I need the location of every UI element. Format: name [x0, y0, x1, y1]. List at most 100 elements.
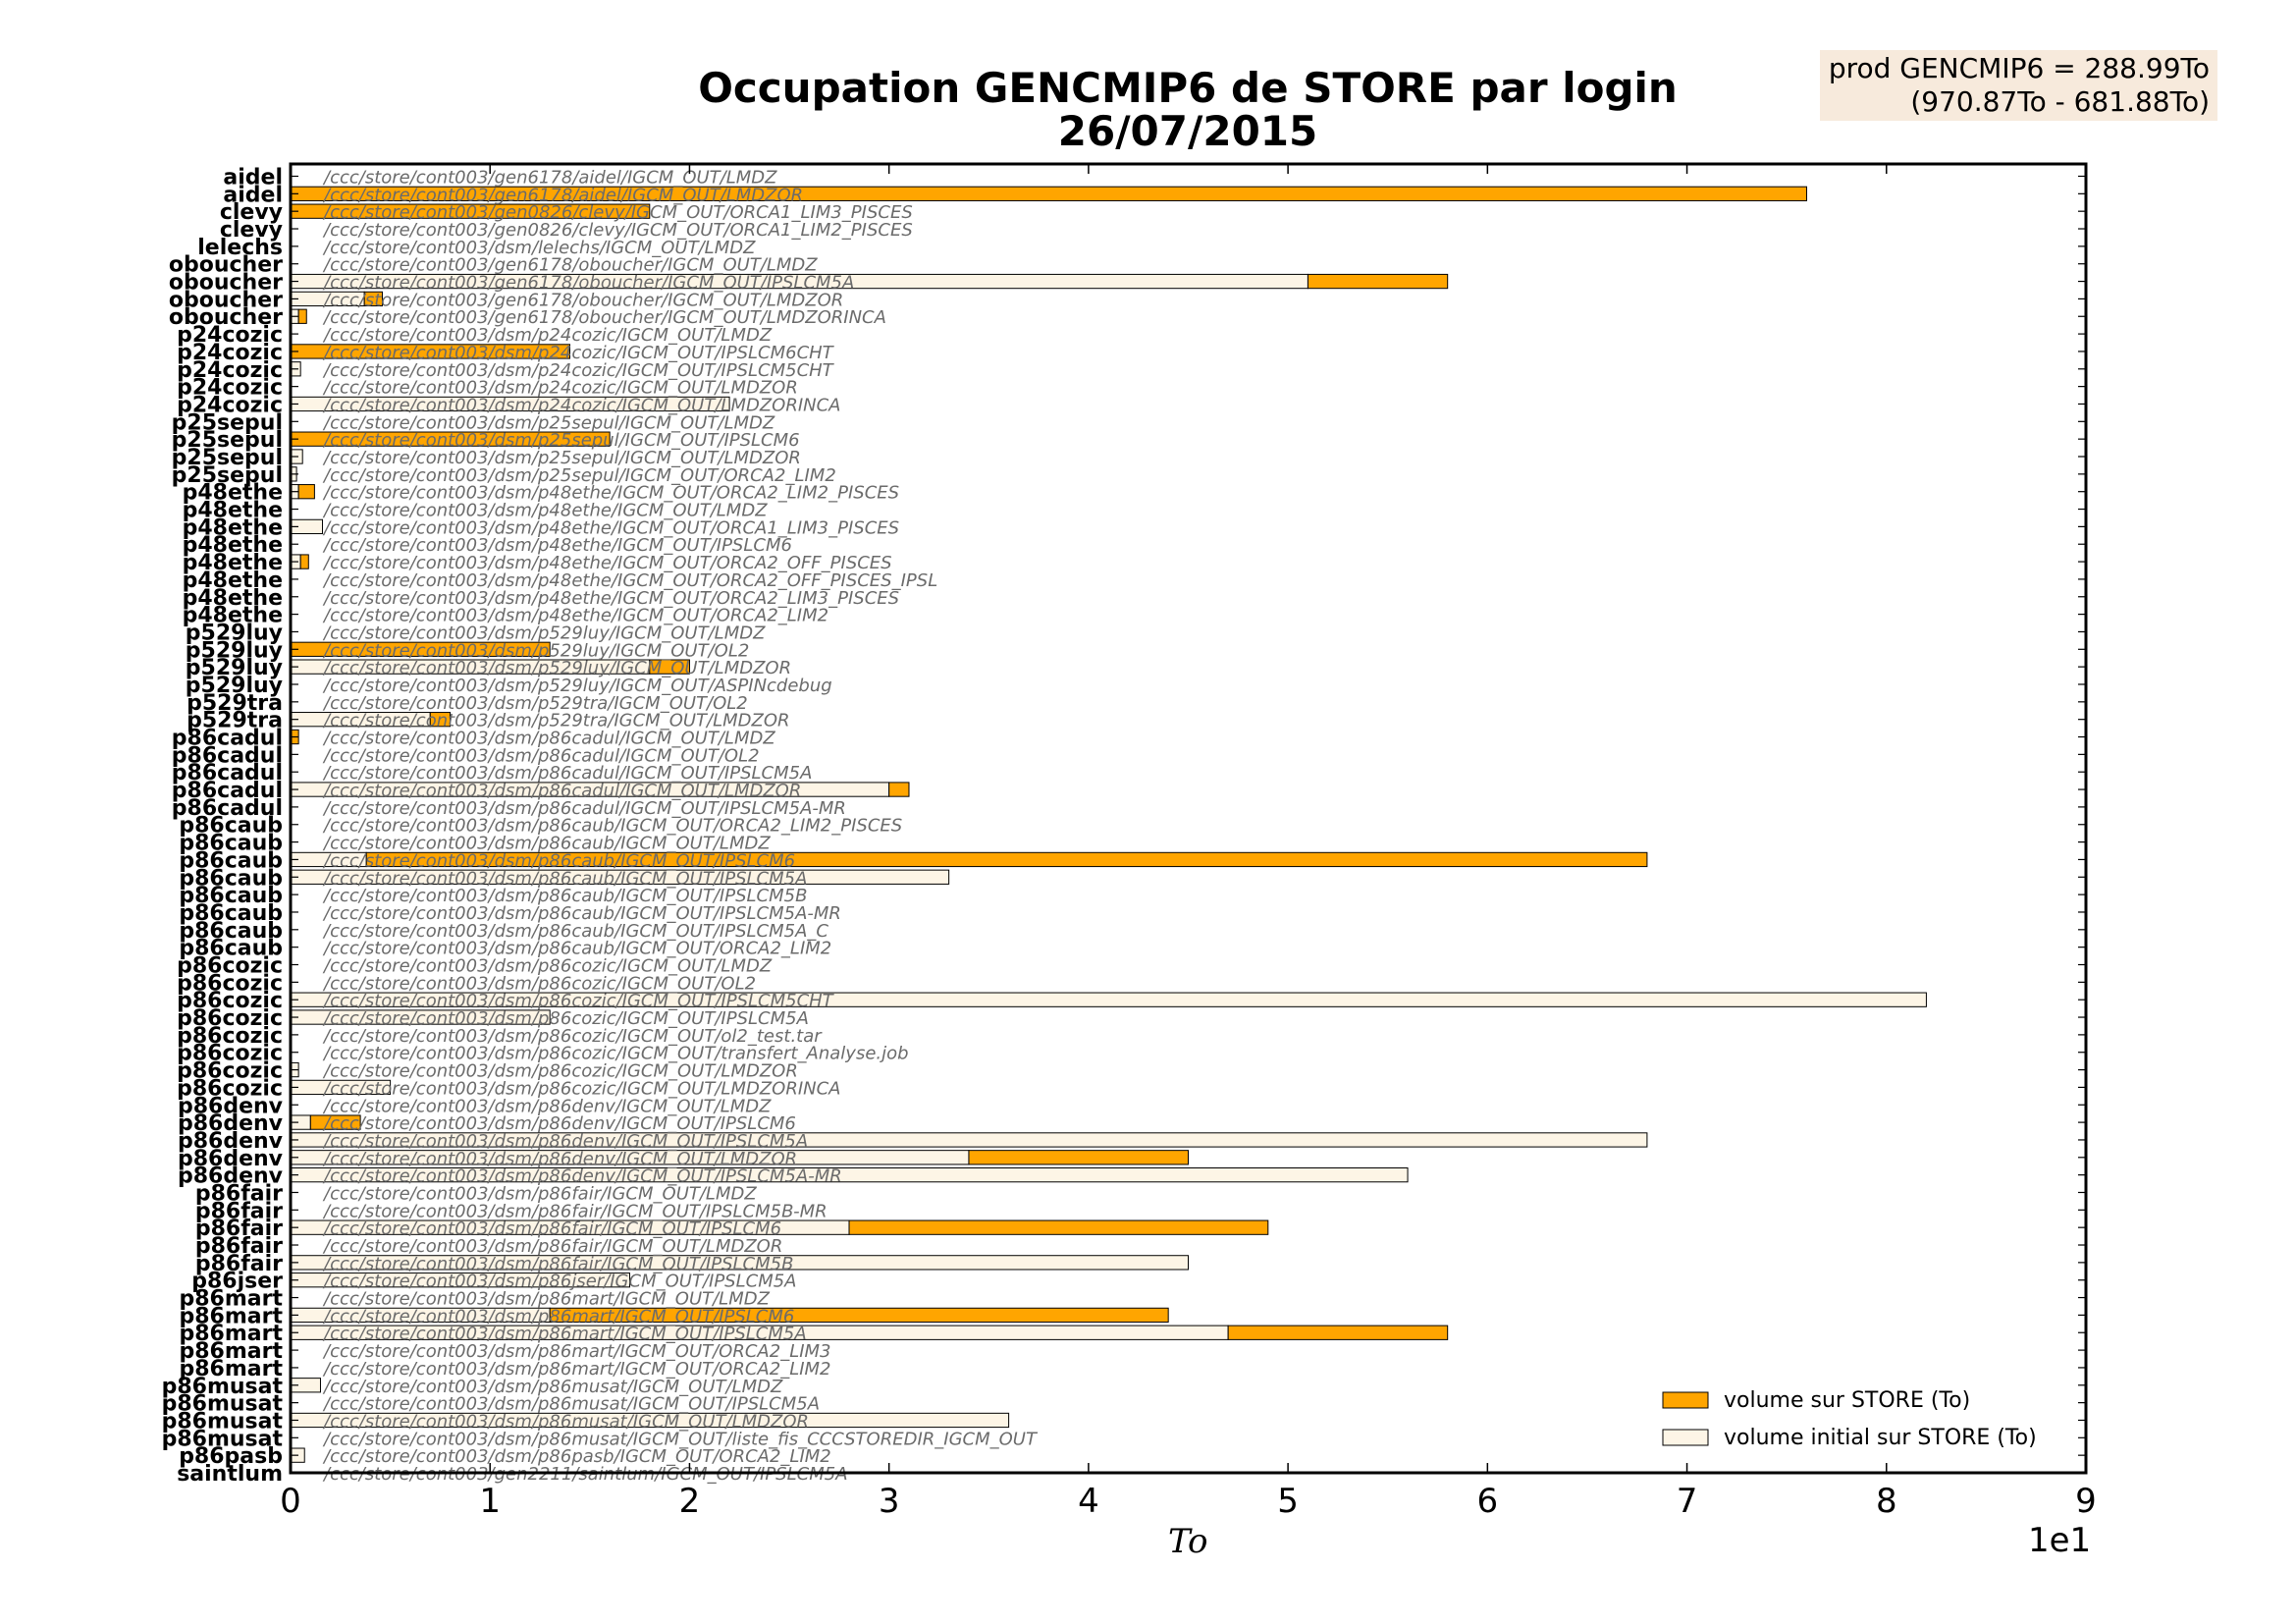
- login-tick-label: lelechs: [197, 236, 283, 260]
- directory-path-label: /ccc/store/cont003/dsm/p86mart/IGCM_OUT/…: [322, 1306, 794, 1326]
- login-tick-label: p48ethe: [183, 551, 283, 575]
- login-tick-label: p86cozic: [177, 971, 283, 996]
- login-tick-label: p529luy: [186, 621, 283, 645]
- directory-path-label: /ccc/store/cont003/dsm/lelechs/IGCM_OUT/…: [322, 238, 756, 258]
- x-tick-label: 5: [1277, 1482, 1299, 1521]
- login-tick-label: p86cadul: [172, 796, 283, 821]
- x-tick-label: 6: [1477, 1482, 1499, 1521]
- login-tick-label: oboucher: [169, 305, 283, 330]
- login-tick-label: p86jser: [191, 1270, 283, 1294]
- directory-path-label: /ccc/store/cont003/dsm/p24cozic/IGCM_OUT…: [322, 325, 773, 346]
- x-tick-label: 9: [2075, 1482, 2097, 1521]
- directory-path-label: /ccc/store/cont003/dsm/p529luy/IGCM_OUT/…: [322, 640, 749, 661]
- login-tick-label: p529luy: [186, 674, 283, 698]
- login-tick-label: p86mart: [180, 1322, 284, 1346]
- directory-path-label: /ccc/store/cont003/dsm/p48ethe/IGCM_OUT/…: [322, 553, 892, 573]
- directory-path-label: /ccc/store/cont003/dsm/p529luy/IGCM_OUT/…: [322, 623, 766, 643]
- directory-path-label: /ccc/store/cont003/dsm/p25sepul/IGCM_OUT…: [322, 465, 836, 486]
- login-tick-label: p86caub: [179, 884, 283, 908]
- directory-path-label: /ccc/store/cont003/dsm/p86fair/IGCM_OUT/…: [322, 1218, 781, 1239]
- current-volume-bar: [309, 1114, 361, 1130]
- login-tick-label: p86denv: [178, 1147, 284, 1171]
- directory-path-label: /ccc/store/cont003/dsm/p86cozic/IGCM_OUT…: [322, 973, 756, 994]
- login-tick-label: p48ethe: [183, 533, 283, 558]
- login-tick-label: p529luy: [186, 638, 283, 663]
- x-tick-label: 7: [1677, 1482, 1698, 1521]
- login-tick-label: p86caub: [179, 937, 283, 961]
- directory-path-label: /ccc/store/cont003/dsm/p86caub/IGCM_OUT/…: [322, 850, 795, 871]
- legend-label-volume: volume sur STORE (To): [1724, 1388, 1970, 1413]
- current-volume-bar: [365, 851, 1648, 868]
- current-volume-bar: [297, 308, 307, 324]
- x-tick-label: 2: [679, 1482, 701, 1521]
- login-tick-label: p48ethe: [183, 568, 283, 593]
- login-tick-label: p86musat: [162, 1375, 284, 1399]
- login-tick-label: p86caub: [179, 848, 283, 873]
- directory-path-label: /ccc/store/cont003/dsm/p86caub/IGCM_OUT/…: [322, 886, 807, 906]
- plot-frame: [289, 162, 2088, 1475]
- directory-path-label: /ccc/store/cont003/dsm/p86musat/IGCM_OUT…: [322, 1394, 820, 1415]
- production-summary-line2: (970.87To - 681.88To): [1910, 85, 2210, 118]
- current-volume-bar: [299, 554, 309, 569]
- login-tick-label: p86cadul: [172, 743, 283, 768]
- directory-path-label: /ccc/store/cont003/dsm/p86cozic/IGCM_OUT…: [322, 956, 773, 977]
- directory-path-label: /ccc/store/cont003/dsm/p86cozic/IGCM_OUT…: [322, 1026, 823, 1047]
- login-tick-label: clevy: [220, 200, 283, 225]
- directory-path-label: /ccc/store/cont003/dsm/p86caub/IGCM_OUT/…: [322, 868, 807, 889]
- directory-path-label: /ccc/store/cont003/dsm/p86mart/IGCM_OUT/…: [322, 1359, 831, 1380]
- login-tick-label: p529tra: [187, 709, 283, 733]
- directory-path-label: /ccc/store/cont003/dsm/p86musat/IGCM_OUT…: [322, 1429, 1039, 1449]
- x-tick-label: 1: [479, 1482, 501, 1521]
- login-tick-label: p86mart: [180, 1357, 284, 1381]
- login-tick-label: aidel: [223, 183, 283, 207]
- directory-path-label: /ccc/store/cont003/dsm/p48ethe/IGCM_OUT/…: [322, 606, 828, 626]
- directory-path-label: /ccc/store/cont003/dsm/p48ethe/IGCM_OUT/…: [322, 517, 899, 538]
- directory-path-label: /ccc/store/cont003/dsm/p86fair/IGCM_OUT/…: [322, 1183, 757, 1204]
- login-tick-label: p24cozic: [177, 341, 283, 365]
- directory-path-label: /ccc/store/cont003/dsm/p48ethe/IGCM_OUT/…: [322, 535, 792, 556]
- directory-path-label: /ccc/store/cont003/dsm/p24cozic/IGCM_OUT…: [322, 343, 835, 363]
- current-volume-bar: [297, 484, 315, 500]
- login-tick-label: p48ethe: [183, 586, 283, 611]
- directory-path-label: /ccc/store/cont003/dsm/p86denv/IGCM_OUT/…: [322, 1096, 772, 1116]
- login-tick-label: p86cadul: [172, 761, 283, 785]
- legend: volume sur STORE (To) volume initial sur …: [1662, 1388, 2037, 1450]
- directory-path-label: /ccc/store/cont003/dsm/p25sepul/IGCM_OUT…: [322, 412, 775, 433]
- current-volume-bar: [968, 1150, 1190, 1165]
- chart-title-line2: 26/07/2015: [1057, 107, 1318, 155]
- login-tick-label: p86fair: [195, 1234, 283, 1259]
- login-tick-label: oboucher: [169, 253, 283, 278]
- login-tick-label: p86cozic: [177, 1076, 283, 1101]
- directory-path-label: /ccc/store/cont003/gen0826/clevy/IGCM_OU…: [322, 202, 913, 223]
- directory-path-label: /ccc/store/cont003/dsm/p86mart/IGCM_OUT/…: [322, 1289, 771, 1310]
- directory-path-label: /ccc/store/cont003/dsm/p86cozic/IGCM_OUT…: [322, 991, 835, 1011]
- login-tick-label: p529luy: [186, 656, 283, 680]
- login-tick-label: p86cozic: [177, 1042, 283, 1066]
- login-tick-label: p86fair: [195, 1181, 283, 1206]
- directory-path-label: /ccc/store/cont003/dsm/p529tra/IGCM_OUT/…: [322, 711, 790, 731]
- directory-path-label: /ccc/store/cont003/dsm/p24cozic/IGCM_OUT…: [322, 360, 835, 381]
- chart-title: Occupation GENCMIP6 de STORE par login 2…: [0, 67, 2296, 153]
- chart-title-line1: Occupation GENCMIP6 de STORE par login: [698, 64, 1678, 112]
- login-tick-label: p86musat: [162, 1409, 284, 1434]
- directory-path-label: /ccc/store/cont003/dsm/p25sepul/IGCM_OUT…: [322, 430, 800, 451]
- x-tick-label: 8: [1876, 1482, 1897, 1521]
- login-tick-label: p48ethe: [183, 515, 283, 540]
- login-tick-label: p86mart: [180, 1339, 284, 1364]
- login-tick-label: p24cozic: [177, 393, 283, 417]
- directory-path-label: /ccc/store/cont003/dsm/p86cadul/IGCM_OUT…: [322, 763, 812, 784]
- current-volume-bar: [429, 712, 452, 728]
- directory-path-label: /ccc/store/cont003/dsm/p86mart/IGCM_OUT/…: [322, 1341, 831, 1362]
- directory-path-label: /ccc/store/cont003/dsm/p24cozic/IGCM_OUT…: [322, 378, 798, 399]
- login-tick-label: p48ethe: [183, 604, 283, 628]
- directory-path-label: /ccc/store/cont003/dsm/p86denv/IGCM_OUT/…: [322, 1166, 842, 1187]
- login-tick-label: p86cozic: [177, 989, 283, 1013]
- current-volume-bar: [549, 1307, 1169, 1324]
- current-volume-bar: [1307, 273, 1449, 290]
- directory-path-label: /ccc/store/cont003/dsm/p86cadul/IGCM_OUT…: [322, 798, 846, 819]
- login-tick-label: p86cozic: [177, 1006, 283, 1031]
- directory-path-label: /ccc/store/cont003/dsm/p86caub/IGCM_OUT/…: [322, 921, 828, 942]
- x-tick-label: 0: [280, 1482, 301, 1521]
- login-tick-label: p48ethe: [183, 481, 283, 506]
